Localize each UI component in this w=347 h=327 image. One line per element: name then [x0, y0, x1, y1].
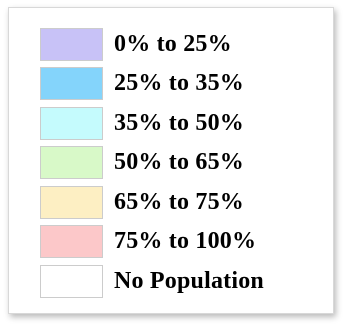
legend-swatch — [40, 264, 103, 298]
legend-label: 35% to 50% — [114, 109, 244, 136]
legend-label: 0% to 25% — [114, 30, 232, 57]
legend-swatch — [40, 66, 103, 100]
legend-label: 50% to 65% — [114, 148, 244, 175]
legend-item-50-65: 50% to 65% — [40, 144, 244, 180]
legend-item-35-50: 35% to 50% — [40, 105, 244, 141]
map-legend: 0% to 25% 25% to 35% 35% to 50% 50% to 6… — [8, 7, 334, 314]
legend-label: 65% to 75% — [114, 188, 244, 215]
legend-swatch — [40, 27, 103, 61]
legend-item-0-25: 0% to 25% — [40, 26, 232, 62]
legend-label: 75% to 100% — [114, 227, 257, 254]
legend-swatch — [40, 224, 103, 258]
legend-swatch — [40, 145, 103, 179]
legend-item-no-population: No Population — [40, 263, 264, 299]
legend-swatch — [40, 185, 103, 219]
legend-item-75-100: 75% to 100% — [40, 223, 256, 259]
legend-item-25-35: 25% to 35% — [40, 65, 244, 101]
legend-label: 25% to 35% — [114, 69, 244, 96]
legend-swatch — [40, 106, 103, 140]
legend-label: No Population — [114, 267, 264, 294]
legend-item-65-75: 65% to 75% — [40, 184, 244, 220]
